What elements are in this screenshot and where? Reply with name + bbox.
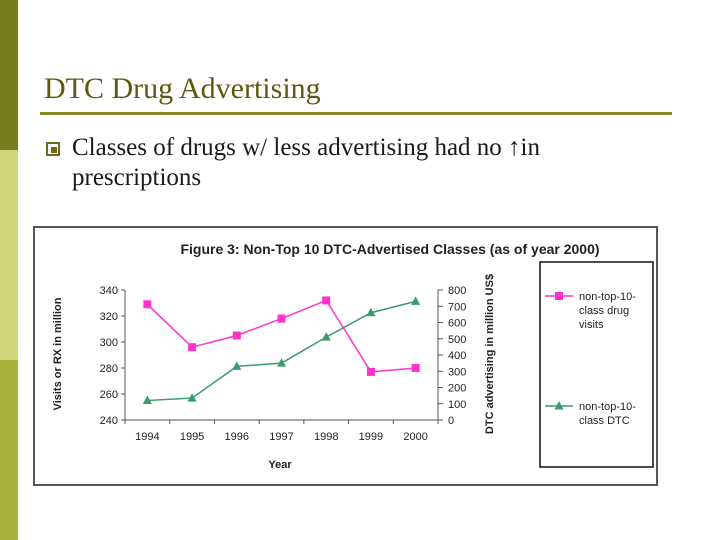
- data-point-visits: [366, 367, 375, 376]
- data-point-dtc: [277, 358, 286, 367]
- x-tick-label: 1996: [225, 431, 249, 443]
- x-tick-label: 1995: [180, 431, 204, 443]
- line-chart: Figure 3: Non-Top 10 DTC-Advertised Clas…: [52, 241, 654, 471]
- y-right-tick-label: 100: [448, 399, 466, 411]
- legend-label: non-top-10-class drug visits: [579, 291, 636, 331]
- data-point-dtc: [232, 361, 242, 370]
- accent-bar-top: [0, 0, 18, 150]
- x-tick-label: 1994: [135, 431, 159, 443]
- chart-title: Figure 3: Non-Top 10 DTC-Advertised Clas…: [180, 241, 599, 257]
- data-point-visits: [277, 314, 286, 323]
- y-right-tick-label: 200: [448, 383, 466, 395]
- y-left-tick-label: 280: [100, 363, 118, 375]
- legend-marker: [555, 292, 563, 300]
- legend-label: non-top-10-class DTC: [579, 401, 636, 427]
- data-point-dtc: [366, 307, 376, 317]
- accent-bar-bottom: [0, 360, 18, 540]
- data-point-dtc: [321, 332, 331, 341]
- x-axis-label: Year: [268, 459, 292, 471]
- legend-marker: [554, 401, 564, 410]
- y-left-tick-label: 300: [100, 337, 118, 349]
- y-left-tick-label: 260: [100, 389, 118, 401]
- data-point-dtc: [187, 393, 197, 402]
- y-left-tick-label: 240: [100, 415, 118, 427]
- y-right-tick-label: 400: [448, 350, 466, 362]
- title-underline: [40, 112, 672, 115]
- data-point-visits: [232, 331, 241, 340]
- data-point-visits: [143, 300, 152, 309]
- bullet-square-icon: [46, 142, 60, 156]
- data-point-visits: [322, 296, 331, 305]
- x-tick-label: 1998: [314, 431, 338, 443]
- slide-title: DTC Drug Advertising: [44, 72, 321, 105]
- x-tick-label: 1997: [269, 431, 293, 443]
- x-tick-label: 2000: [403, 431, 427, 443]
- data-point-dtc: [142, 395, 152, 404]
- y-right-tick-label: 300: [448, 366, 466, 378]
- y-right-tick-label: 600: [448, 318, 466, 330]
- y-right-tick-label: 700: [448, 301, 466, 313]
- data-point-dtc: [411, 296, 421, 305]
- x-tick-label: 1999: [359, 431, 383, 443]
- y-right-tick-label: 800: [448, 285, 466, 297]
- data-point-visits: [188, 343, 197, 352]
- y-right-tick-label: 0: [448, 415, 454, 427]
- y-right-tick-label: 500: [448, 334, 466, 346]
- y-axis-right-label: DTC advertising in million US$: [484, 274, 496, 434]
- bullet-text: Classes of drugs w/ less advertising had…: [72, 134, 541, 191]
- data-point-visits: [411, 364, 420, 372]
- y-left-tick-label: 340: [100, 285, 118, 297]
- y-left-tick-label: 320: [100, 311, 118, 323]
- y-axis-left-label: Visits or RX in million: [52, 297, 64, 410]
- accent-bar-middle: [0, 150, 18, 360]
